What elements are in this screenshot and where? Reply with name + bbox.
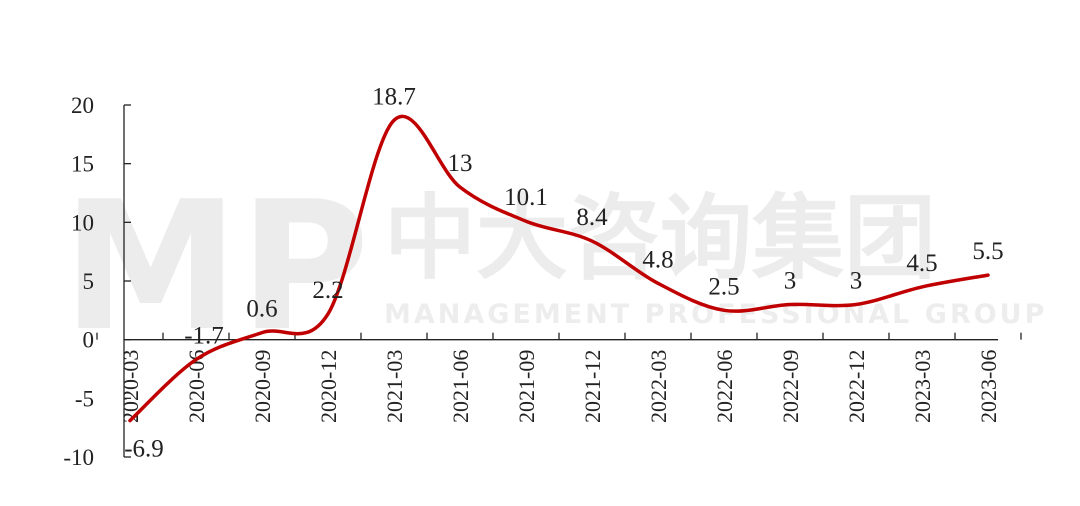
data-label: 2.2 (312, 277, 343, 304)
y-tick-label: -10 (63, 445, 94, 470)
data-point (260, 331, 264, 335)
data-label: 18.7 (372, 83, 416, 110)
x-tick-label: 2022-06 (712, 350, 737, 423)
x-tick-label: 2020-06 (184, 350, 209, 423)
x-tick-label: 2021-09 (514, 350, 539, 423)
watermark-logo: MP (62, 163, 370, 370)
data-label: 4.5 (906, 250, 937, 277)
data-point (458, 185, 462, 189)
y-tick-label: 0 (83, 328, 95, 353)
y-tick-label: 5 (83, 269, 95, 294)
y-tick-label: 20 (71, 93, 94, 118)
y-tick-label: 15 (71, 152, 94, 177)
data-label: 0.6 (246, 296, 277, 323)
x-tick-label: 2021-03 (382, 350, 407, 423)
x-tick-label: 2022-03 (646, 350, 671, 423)
data-point (392, 118, 396, 122)
data-label: 3 (784, 267, 797, 294)
data-label: -1.7 (184, 323, 224, 350)
x-tick-label: 2022-09 (778, 350, 803, 423)
data-point (194, 358, 198, 362)
x-tick-label: 2020-09 (250, 350, 275, 423)
data-point (920, 285, 924, 289)
data-label: 5.5 (972, 238, 1003, 265)
series-line (128, 114, 990, 423)
x-tick-label: 2023-03 (910, 350, 935, 423)
data-point (326, 312, 330, 316)
series-layer (128, 114, 990, 423)
data-point (854, 302, 858, 306)
data-label: 8.4 (576, 204, 608, 231)
data-label: 4.8 (642, 246, 673, 273)
watermark-chinese: 中大咨询集团 (384, 185, 936, 292)
x-tick-label: 2020-12 (316, 350, 341, 423)
x-tick-label: 2022-12 (844, 350, 869, 423)
data-point (128, 419, 132, 423)
data-label: 10.1 (504, 184, 548, 211)
x-tick-label: 2021-06 (448, 350, 473, 423)
data-point (524, 219, 528, 223)
data-point (656, 281, 660, 285)
y-tick-label: -5 (75, 386, 94, 411)
data-labels: -6.9 -1.7 0.6 2.2 18.7 13 10.1 8.4 4.8 2.5 3 3 4.5 5.… (124, 83, 1003, 462)
data-label: -6.9 (124, 436, 164, 463)
data-point (590, 239, 594, 243)
data-label: 2.5 (708, 273, 739, 300)
data-point (722, 308, 726, 312)
watermark-english: MANAGEMENT PROFESSIONAL GROUP (384, 299, 1047, 330)
data-label: 3 (850, 267, 863, 294)
watermark: MP 中大咨询集团 MANAGEMENT PROFESSIONAL GROUP (62, 163, 1047, 370)
data-point (986, 273, 990, 277)
y-tick-label: 10 (71, 210, 94, 235)
x-tick-label: 2023-06 (976, 350, 1001, 423)
data-point (788, 302, 792, 306)
x-tick-label: 2021-12 (580, 350, 605, 423)
data-label: 13 (448, 150, 473, 177)
